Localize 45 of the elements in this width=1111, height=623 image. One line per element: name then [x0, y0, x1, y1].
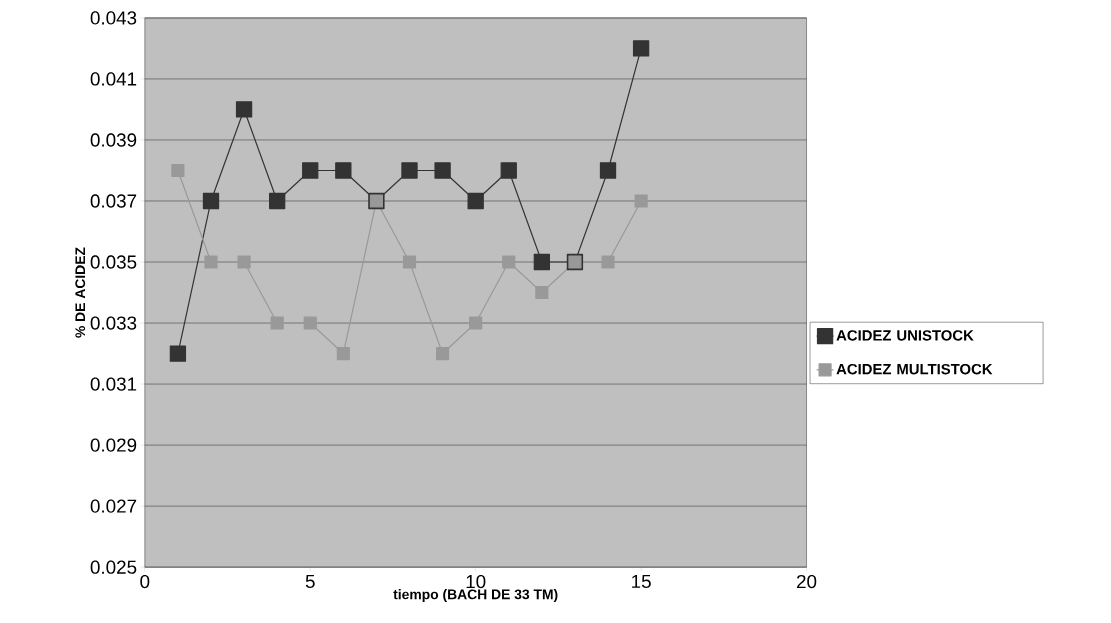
- legend-label: ACIDEZ MULTISTOCK: [836, 363, 993, 375]
- x-tick-label: 5: [305, 574, 315, 589]
- point: [436, 347, 450, 361]
- point: [634, 194, 648, 208]
- point: [270, 316, 284, 330]
- point: [269, 192, 286, 210]
- y-tick-label: 0.029: [90, 438, 137, 452]
- y-tick-label: 0.037: [90, 194, 137, 208]
- y-axis-title: % DE ACIDEZ: [75, 247, 86, 338]
- x-tick-label: 10: [466, 574, 486, 589]
- y-tick-label: 0.027: [90, 499, 137, 513]
- point: [237, 255, 251, 269]
- point: [303, 316, 317, 330]
- point: [601, 255, 615, 269]
- y-tick-label: 0.031: [90, 377, 137, 391]
- point: [235, 101, 253, 118]
- x-tick-label: 0: [140, 574, 150, 589]
- y-tick-label: 0.043: [90, 11, 137, 25]
- point: [502, 255, 516, 269]
- point: [335, 162, 352, 179]
- x-tick-label: 15: [632, 574, 651, 589]
- point: [169, 345, 187, 362]
- x-axis-title: tiempo (BACH DE 33 TM): [393, 589, 558, 603]
- point: [434, 162, 451, 179]
- point: [302, 162, 319, 179]
- point: [401, 162, 418, 179]
- point: [632, 40, 650, 57]
- point: [202, 192, 220, 210]
- x-tick-label: 20: [797, 574, 817, 589]
- y-tick-label: 0.025: [90, 560, 137, 574]
- point: [500, 162, 517, 179]
- point: [204, 255, 218, 269]
- y-tick-label: 0.041: [90, 72, 137, 86]
- point: [535, 286, 549, 300]
- point: [599, 162, 617, 179]
- point: [467, 192, 484, 210]
- point: [336, 347, 350, 361]
- point: [171, 163, 185, 178]
- legend-label: ACIDEZ UNISTOCK: [836, 330, 974, 341]
- point: [469, 316, 483, 330]
- point: [533, 253, 551, 271]
- y-tick-label: 0.033: [90, 316, 137, 330]
- y-tick-label: 0.035: [90, 255, 137, 269]
- point: [402, 255, 417, 269]
- y-tick-label: 0.039: [90, 133, 137, 147]
